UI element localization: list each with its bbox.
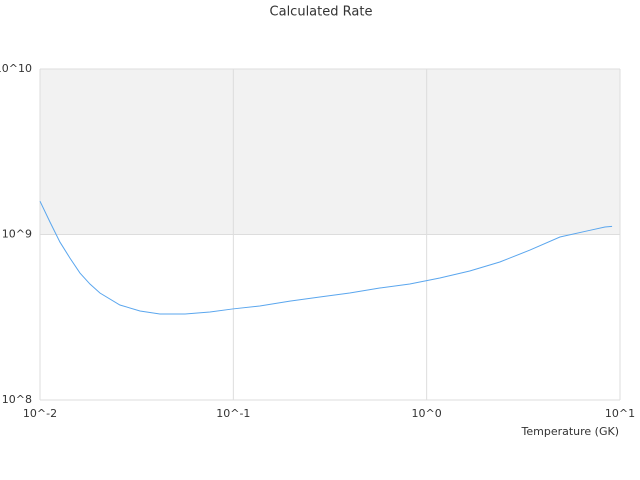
chart-title: Calculated Rate	[270, 5, 373, 20]
grid-band	[40, 69, 620, 235]
y-tick-label: 10^8	[2, 393, 32, 406]
x-tick-label: 10^0	[412, 407, 442, 420]
x-tick-label: 10^-1	[216, 407, 250, 420]
x-tick-label: 10^-2	[23, 407, 57, 420]
x-tick-label: 10^1	[605, 407, 635, 420]
x-axis-label: Temperature (GK)	[521, 425, 620, 438]
data-line	[39, 200, 613, 315]
y-tick-label: 10^9	[2, 228, 32, 241]
y-tick-label: 10^10	[0, 62, 32, 75]
